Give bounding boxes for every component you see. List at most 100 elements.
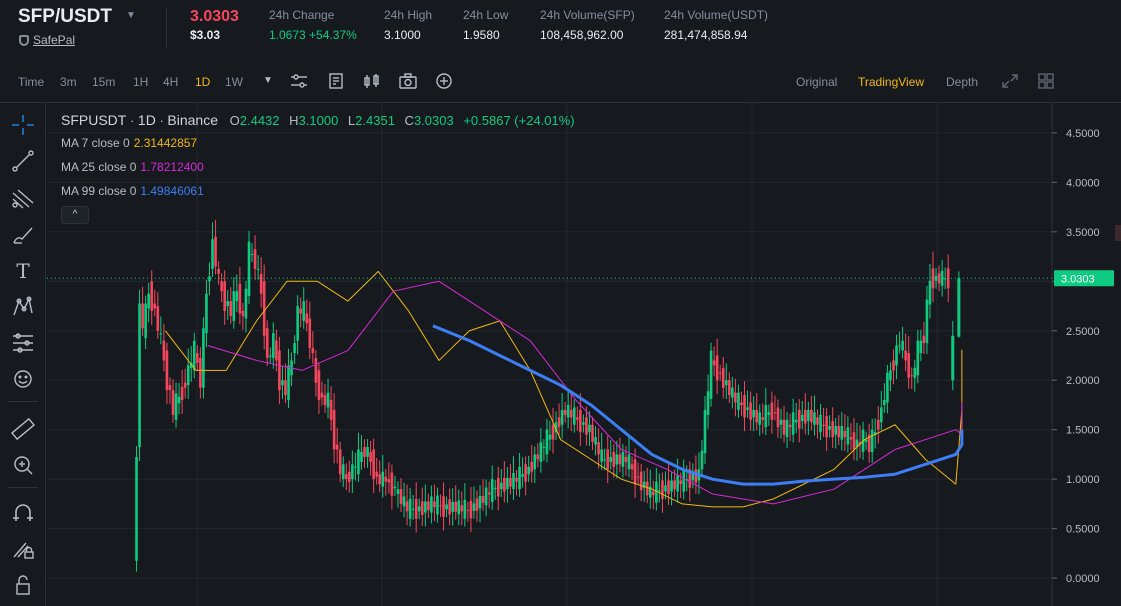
candle-body <box>652 491 655 496</box>
candle-body <box>135 456 138 561</box>
candle-body <box>262 281 266 336</box>
candle-body <box>703 409 707 454</box>
trend-line-icon[interactable] <box>10 149 36 173</box>
legend-collapse-button[interactable]: ^ <box>61 206 89 224</box>
candle-body <box>624 456 628 462</box>
brand-link[interactable]: SafePal <box>19 33 75 47</box>
candle-body <box>332 409 336 450</box>
indicator-settings-icon[interactable] <box>290 73 308 89</box>
candle-body <box>746 407 749 410</box>
brand-label[interactable]: SafePal <box>33 33 76 47</box>
lock-icon[interactable] <box>10 573 36 597</box>
candle-body <box>232 291 236 321</box>
candle-body <box>934 275 938 281</box>
candle-body <box>743 395 746 418</box>
timeframe-15m[interactable]: 15m <box>92 75 116 89</box>
candle-body <box>563 409 567 415</box>
candle-body <box>843 430 847 438</box>
emoji-icon[interactable] <box>10 367 36 391</box>
chart-toolbar: Time 3m 15m 1H 4H 1D 1W ▼ Original Tradi… <box>0 57 1121 103</box>
stat-label: 24h Change <box>269 8 335 22</box>
zoom-icon[interactable] <box>10 453 36 477</box>
stat-label: 24h Volume(USDT) <box>664 8 769 22</box>
timeframe-3m[interactable]: 3m <box>60 75 77 89</box>
candle-body <box>582 422 585 425</box>
pair-title[interactable]: SFP/USDT <box>18 6 112 27</box>
price-chart[interactable]: 0.00000.50001.00001.50002.00002.50003.00… <box>47 103 1121 606</box>
chart-type-icon[interactable] <box>363 73 381 89</box>
candle-body <box>539 442 543 462</box>
timeframe-1h[interactable]: 1H <box>133 75 149 89</box>
timeframe-time[interactable]: Time <box>18 75 45 89</box>
candle-body <box>688 469 692 488</box>
legend-open-label: O <box>229 113 240 128</box>
candle-body <box>387 479 391 483</box>
ruler-icon[interactable] <box>10 417 36 441</box>
candle-body <box>886 372 889 403</box>
timeframe-1w[interactable]: 1W <box>225 75 243 89</box>
candle-body <box>378 474 382 485</box>
view-original[interactable]: Original <box>796 75 838 89</box>
view-depth[interactable]: Depth <box>946 75 979 89</box>
magnet-icon[interactable] <box>10 501 36 525</box>
crosshair-icon[interactable] <box>10 113 36 137</box>
pitchfork-icon[interactable] <box>10 187 36 211</box>
fundamentals-icon[interactable] <box>327 73 345 89</box>
candle-body <box>645 481 649 496</box>
y-tick-label: 4.5000 <box>1066 128 1100 140</box>
candle-body <box>749 402 752 420</box>
last-price-fiat: $3.03 <box>190 28 221 42</box>
chart-canvas[interactable]: 0.00000.50001.00001.50002.00002.50003.00… <box>47 103 1121 606</box>
pair-dropdown-icon[interactable]: ▼ <box>126 10 136 21</box>
layout-grid-icon[interactable] <box>1037 73 1055 89</box>
camera-icon[interactable] <box>399 73 417 89</box>
ma25-value: 1.78212400 <box>140 160 204 174</box>
candle-body <box>180 386 184 401</box>
candle-body <box>785 419 789 438</box>
prediction-icon[interactable] <box>10 331 36 355</box>
fullscreen-icon[interactable] <box>1001 73 1019 89</box>
candle-body <box>141 303 144 329</box>
candle-body <box>500 482 503 490</box>
candle-body <box>889 370 892 381</box>
candle-body <box>402 496 406 507</box>
legend-high: 3.1000 <box>298 113 339 128</box>
add-icon[interactable] <box>435 73 453 89</box>
last-price: 3.0303 <box>190 8 239 25</box>
candle-body <box>360 451 363 462</box>
text-icon[interactable]: T <box>16 259 30 283</box>
candle-body <box>633 459 637 485</box>
candle-body <box>326 392 330 408</box>
candle-body <box>305 313 309 324</box>
candle-body <box>791 412 795 435</box>
candle-body <box>241 310 245 316</box>
legend-ma7: MA 7 close 0 2.31442857 <box>61 136 197 150</box>
brush-icon[interactable] <box>10 223 36 247</box>
candle-body <box>208 276 211 282</box>
timeframe-4h[interactable]: 4H <box>163 75 179 89</box>
candle-body <box>329 400 333 420</box>
candle-body <box>272 333 275 358</box>
candle-body <box>852 432 856 450</box>
candle-body <box>928 280 932 305</box>
candle-body <box>168 385 172 391</box>
candle-body <box>728 380 731 396</box>
candle-body <box>226 301 230 307</box>
candle-body <box>943 278 947 280</box>
candle-body <box>311 348 315 354</box>
candle-body <box>150 281 154 311</box>
pattern-icon[interactable] <box>10 295 36 319</box>
candle-body <box>469 500 473 519</box>
candle-body <box>873 432 877 435</box>
candle-body <box>265 328 269 358</box>
timeframe-1d[interactable]: 1D <box>195 75 211 89</box>
dropdown-caret-icon[interactable]: ▼ <box>263 75 273 86</box>
candle-body <box>913 367 917 378</box>
candle-body <box>718 372 722 374</box>
view-tradingview[interactable]: TradingView <box>858 75 925 89</box>
lock-drawing-icon[interactable] <box>10 537 36 561</box>
candle-body <box>721 367 725 388</box>
stat-24h-volume-usdt: 24h Volume(USDT) 281,474,858.94 <box>664 8 768 42</box>
candle-body <box>165 350 169 391</box>
candle-body <box>910 375 914 377</box>
